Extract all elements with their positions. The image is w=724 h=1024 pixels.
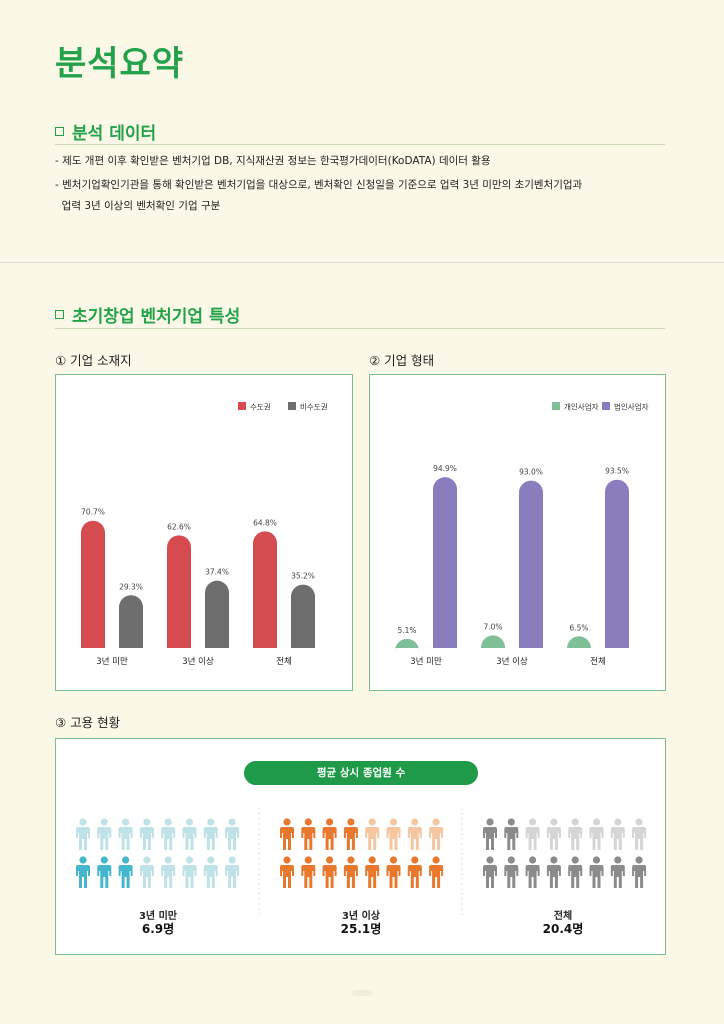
legend-swatch [288,402,296,410]
chart2-svg: 개인사업자 법인사업자 5.1% 94.9% 3년 미만 7.0% 93.0% 3년 이상 6.… [395,402,649,667]
data-label: 64.8% [253,518,277,527]
bar [205,580,229,648]
bullet-text: - 벤처기업확인기관을 통해 확인받은 벤처기업을 대상으로, 벤처확인 신청일… [55,179,583,191]
legend-label: 비수도권 [300,403,328,412]
legend-label: 법인사업자 [614,402,649,412]
bullet-text: - 제도 개편 이후 확인받은 벤처기업 DB, 지식재산권 정보는 한국평가데… [55,155,491,167]
bar [481,635,505,648]
legend-label: 개인사업자 [564,402,599,412]
data-label: 29.3% [119,582,143,591]
section-heading-text: 분석 데이터 [72,124,157,144]
employment-header-pill: 평균 상시 종업원 수 [244,761,478,785]
section-divider [0,262,724,263]
section-heading-early-venture: 초기창업 벤처기업 특성 [55,302,240,327]
data-label: 93.5% [605,467,629,476]
category-label: 3년 미만 [410,656,442,667]
bar [433,477,457,648]
bullet-text: 업력 3년 이상의 벤처확인 기업 구분 [55,200,221,212]
chart1-title: ① 기업 소재지 [55,353,132,368]
legend-swatch [552,402,560,410]
category-label: 3년 미만 [96,656,128,667]
data-label: 5.1% [397,626,416,635]
section-underline [55,144,665,145]
chart2-title: ② 기업 형태 [369,353,435,368]
section-heading-text: 초기창업 벤처기업 특성 [72,307,241,327]
employment-group-label: 전체 [553,911,573,922]
data-label: 6.5% [569,623,588,632]
chart1-panel: 수도권 비수도권 70.7% 29.3% 3년 미만 62.6% 37.4% 3년 이상 64.… [55,374,353,691]
square-bullet-icon [55,310,64,319]
data-label: 7.0% [483,622,502,631]
category-label: 3년 이상 [496,656,528,667]
data-label: 94.9% [433,464,457,473]
legend-swatch [238,402,246,410]
employment-group-value: 25.1명 [340,922,382,936]
legend-swatch [602,402,610,410]
category-label: 전체 [276,656,292,667]
chart2-panel: 개인사업자 법인사업자 5.1% 94.9% 3년 미만 7.0% 93.0% 3년 이상 6.… [369,374,666,691]
section-underline [55,328,665,329]
data-label: 62.6% [167,522,191,531]
data-label: 70.7% [81,508,105,517]
bar [119,595,143,648]
bar [253,531,277,648]
legend-label: 수도권 [250,403,271,412]
employment-group-label: 3년 이상 [341,911,381,922]
chart3-title: ③ 고용 현황 [55,715,121,730]
bar [395,638,419,651]
square-bullet-icon [55,127,64,136]
data-label: 93.0% [519,468,543,477]
section-heading-analysis-data: 분석 데이터 [55,119,156,144]
page-title: 분석요약 [55,44,185,84]
employment-group-value: 6.9명 [141,922,175,936]
employment-group-value: 20.4명 [542,922,584,936]
page-marker [352,990,372,996]
data-label: 37.4% [205,568,229,577]
bar [81,520,105,648]
bar [291,584,315,648]
bar [605,479,629,648]
bar [167,535,191,648]
category-label: 전체 [590,656,606,667]
data-label: 35.2% [291,572,315,581]
bar [519,480,543,648]
employment-group-label: 3년 미만 [138,911,178,922]
chart1-svg: 수도권 비수도권 70.7% 29.3% 3년 미만 62.6% 37.4% 3년 이상 64.… [81,402,328,667]
bar [567,636,591,649]
category-label: 3년 이상 [182,656,214,667]
